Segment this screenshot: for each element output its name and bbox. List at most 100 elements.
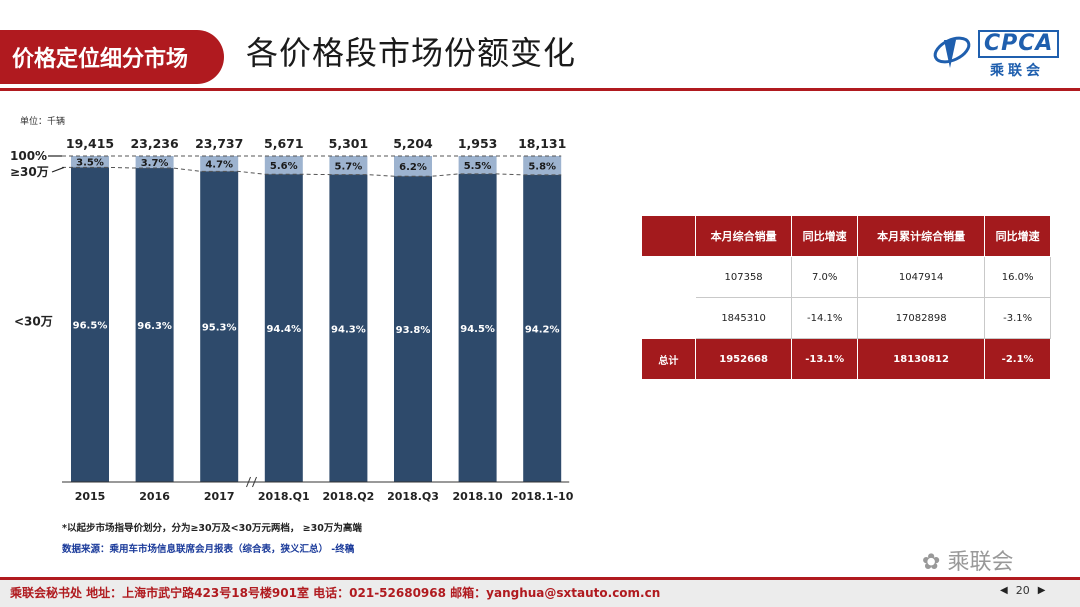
- data-source: 数据来源：乘用车市场信息联席会月报表（综合表，狭义汇总） -终稿: [62, 544, 355, 555]
- x-tick-label: 2018.Q3: [387, 490, 439, 503]
- bar-segment-upper: [264, 156, 303, 175]
- table-header-cell: 同比增速: [791, 215, 859, 257]
- total-label: 18,131: [518, 136, 566, 151]
- data-label: 96.3%: [137, 321, 172, 332]
- y-label-arrow: [51, 166, 65, 173]
- table-cell: 7.0%: [791, 256, 859, 298]
- bar-segment-upper: [329, 156, 368, 175]
- page-title: 各价格段市场份额变化: [246, 34, 577, 72]
- stacked-bar-chart: 3.5% 96.5% 19,415 2015 3.7% 96.3% 23,236 2016 4.…: [10, 136, 574, 503]
- bar-segment-lower: [264, 174, 303, 483]
- table-row: ≥30万 107358 7.0% 1047914 16.0%: [641, 256, 1051, 298]
- bar-segment-lower: [200, 171, 239, 482]
- bar-segment-lower: [71, 167, 109, 482]
- data-label: 94.3%: [331, 324, 366, 335]
- total-label: 23,737: [195, 136, 243, 151]
- footer-contact: 乘联会秘书处 地址：上海市武宁路423号18号楼901室 电话：021-5268…: [10, 586, 661, 600]
- table-cell: 18130812: [857, 338, 986, 380]
- total-label: 5,671: [264, 136, 304, 151]
- x-tick-label: 2018.1-10: [511, 490, 574, 503]
- footer-bar: [0, 577, 1080, 607]
- table-header-cell: 本月综合销量: [694, 215, 793, 257]
- logo-text-cn: 乘联会: [990, 63, 1044, 79]
- wechat-icon: ✿: [922, 550, 941, 575]
- section-tab: 价格定位细分市场: [0, 30, 224, 84]
- data-label: 3.5%: [76, 158, 104, 169]
- table-cell: 1047914: [857, 256, 986, 298]
- bar-segment-upper: [523, 156, 562, 175]
- data-label: 5.7%: [335, 161, 363, 172]
- data-label: 5.5%: [464, 161, 492, 172]
- table-cell: 107358: [694, 256, 793, 298]
- data-label: 96.5%: [73, 321, 108, 332]
- total-label: 23,236: [130, 136, 179, 151]
- x-tick-label: 2016: [139, 490, 170, 503]
- x-tick-label: 2018.Q1: [258, 490, 310, 503]
- x-tick-label: 2017: [204, 490, 235, 503]
- axis-break-mark: [246, 476, 251, 488]
- table-cell: 1845310: [694, 297, 793, 339]
- total-label: 5,301: [329, 136, 369, 151]
- x-tick-label: 2018.Q2: [322, 490, 374, 503]
- table-cell: -2.1%: [984, 338, 1051, 380]
- table-cell: 17082898: [857, 297, 986, 339]
- data-label: 93.8%: [396, 325, 431, 336]
- table-header-row: 本月综合销量 同比增速 本月累计综合销量 同比增速: [641, 215, 1051, 257]
- logo-text-en: CPCA: [978, 30, 1060, 58]
- axis-break-mark: [252, 476, 257, 488]
- page-nav: ◀ 20 ▶: [1000, 584, 1045, 597]
- data-label: 4.7%: [205, 160, 233, 171]
- bar-segment-lower: [523, 174, 562, 482]
- data-label: 94.4%: [266, 324, 301, 335]
- total-label: 总计: [641, 338, 696, 380]
- data-label: 94.5%: [460, 324, 495, 335]
- table-cell: 1952668: [694, 338, 793, 380]
- x-tick-label: 2018.10: [453, 490, 503, 503]
- total-label: 5,204: [393, 136, 433, 151]
- y-label-100: 100%: [10, 149, 47, 163]
- section-tab-label: 价格定位细分市场: [12, 47, 189, 72]
- next-page-icon[interactable]: ▶: [1037, 585, 1046, 596]
- bar-segment-upper: [71, 156, 109, 168]
- bar-segment-upper: [394, 156, 432, 177]
- total-label: 19,415: [66, 136, 114, 151]
- table-cell: -13.1%: [791, 338, 859, 380]
- table-header-cell: [641, 215, 696, 257]
- bar-segment-lower: [458, 173, 497, 482]
- boundary-dashed-line: [62, 166, 562, 177]
- bar-segment-lower: [329, 174, 368, 482]
- data-label: 3.7%: [141, 158, 169, 169]
- bar-segment-upper: [458, 156, 497, 174]
- data-label: 5.8%: [528, 161, 556, 172]
- total-label: 1,953: [458, 136, 498, 151]
- table-header-cell: 同比增速: [984, 215, 1051, 257]
- y-label-lower-segment: <30万: [14, 315, 53, 329]
- y-label-upper-segment: ≥30万: [10, 165, 49, 179]
- table-header-cell: 本月累计综合销量: [857, 215, 986, 257]
- watermark: ✿ 乘联会: [922, 544, 1013, 576]
- prev-page-icon[interactable]: ◀: [1000, 585, 1008, 596]
- bar-segment-upper: [200, 156, 239, 172]
- logo-emblem-icon: [933, 36, 971, 68]
- data-label: 6.2%: [399, 162, 427, 173]
- header-rule: [0, 88, 1080, 91]
- row-label: <30万: [641, 297, 696, 339]
- table-cell: -14.1%: [791, 297, 859, 339]
- table-cell: -3.1%: [984, 297, 1051, 339]
- page-number: 20: [1015, 584, 1030, 597]
- cpca-logo: CPCA 乘联会: [930, 26, 1070, 79]
- x-tick-label: 2015: [75, 490, 106, 503]
- unit-label: 单位：千辆: [20, 117, 66, 127]
- data-label: 94.2%: [525, 324, 560, 335]
- bar-segment-lower: [394, 176, 432, 482]
- watermark-text: 乘联会: [947, 550, 1014, 575]
- bar-segment-upper: [135, 156, 174, 169]
- sales-table: 本月综合销量 同比增速 本月累计综合销量 同比增速 ≥30万 107358 7.…: [641, 215, 1051, 380]
- data-label: 5.6%: [270, 161, 298, 172]
- table-cell: 16.0%: [984, 256, 1051, 298]
- chart-footnote: *以起步市场指导价划分，分为≥30万及<30万元两档， ≥30万为高端: [62, 523, 362, 534]
- table-total-row: 总计 1952668 -13.1% 18130812 -2.1%: [641, 338, 1051, 380]
- row-label: ≥30万: [641, 256, 696, 298]
- data-label: 95.3%: [202, 323, 237, 334]
- bar-segment-lower: [135, 168, 174, 482]
